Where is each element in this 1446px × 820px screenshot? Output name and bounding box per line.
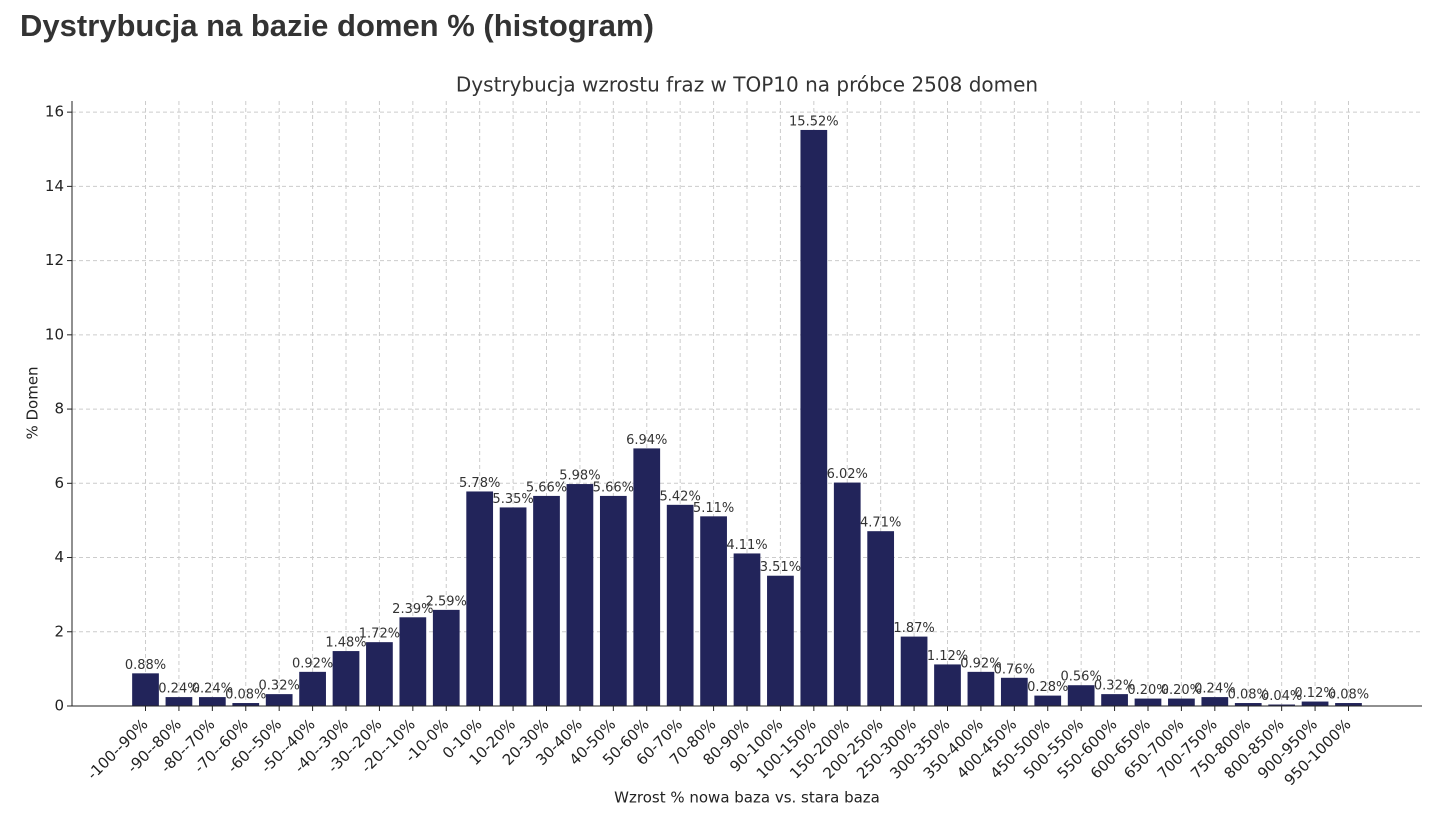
bar xyxy=(432,609,460,706)
bar xyxy=(633,448,661,706)
value-label: 0.04% xyxy=(1261,689,1302,704)
bar xyxy=(1034,695,1062,706)
value-label: 5.42% xyxy=(660,489,701,504)
value-label: 15.52% xyxy=(789,114,839,129)
value-label: 0.92% xyxy=(292,656,333,671)
value-label: 4.11% xyxy=(726,538,767,553)
value-label: 0.76% xyxy=(994,662,1035,677)
bar xyxy=(1101,694,1128,706)
value-label: 3.51% xyxy=(760,560,801,575)
value-label: 1.87% xyxy=(893,621,934,636)
bar xyxy=(1067,685,1095,706)
bar xyxy=(867,531,895,706)
y-tick-label: 16 xyxy=(45,103,64,121)
value-label: 0.08% xyxy=(225,688,266,703)
bar xyxy=(1268,704,1296,706)
value-label: 2.39% xyxy=(392,602,433,617)
value-label: 6.94% xyxy=(626,433,667,448)
bar xyxy=(733,553,761,706)
value-label: 5.35% xyxy=(492,492,533,507)
x-axis-label: Wzrost % nowa baza vs. stara baza xyxy=(614,789,880,807)
value-label: 5.78% xyxy=(459,476,500,491)
bar xyxy=(299,671,326,706)
bar xyxy=(366,642,393,706)
bar xyxy=(1201,697,1229,706)
bar xyxy=(833,482,861,706)
value-label: 5.11% xyxy=(693,501,734,516)
y-tick-label: 6 xyxy=(54,474,64,492)
value-label: 0.56% xyxy=(1061,670,1102,685)
value-label: 0.24% xyxy=(158,682,199,697)
bar xyxy=(700,516,727,706)
bar xyxy=(599,495,627,706)
chart-title: Dystrybucja wzrostu fraz w TOP10 na prób… xyxy=(456,73,1038,97)
y-tick-label: 10 xyxy=(45,325,64,343)
y-tick-label: 12 xyxy=(45,251,64,269)
value-label: 5.66% xyxy=(593,480,634,495)
y-tick-label: 2 xyxy=(54,622,64,640)
bar xyxy=(934,664,961,706)
bar xyxy=(566,484,594,706)
bar xyxy=(1335,703,1362,706)
value-label: 0.08% xyxy=(1228,688,1269,703)
y-tick-label: 0 xyxy=(54,697,64,715)
y-tick-label: 8 xyxy=(54,400,64,418)
bar xyxy=(499,507,527,706)
bar xyxy=(1000,677,1028,706)
bar xyxy=(265,694,293,706)
bar xyxy=(1301,701,1329,706)
value-label: 0.92% xyxy=(960,656,1001,671)
value-label: 0.32% xyxy=(1094,679,1135,694)
y-axis-label: % Domen xyxy=(24,366,42,439)
y-tick-label: 14 xyxy=(45,177,64,195)
bar xyxy=(666,504,694,706)
value-label: 1.48% xyxy=(325,636,366,651)
value-label: 0.20% xyxy=(1127,683,1168,698)
bar xyxy=(132,673,159,706)
bar xyxy=(533,495,560,706)
value-label: 0.08% xyxy=(1328,688,1369,703)
bar xyxy=(165,697,193,706)
bar xyxy=(1234,703,1262,706)
value-label: 0.20% xyxy=(1161,683,1202,698)
bar xyxy=(900,636,928,706)
bar xyxy=(466,491,494,706)
bar xyxy=(967,671,995,706)
value-label: 0.24% xyxy=(1194,682,1235,697)
value-label: 1.72% xyxy=(359,627,400,642)
value-label: 6.02% xyxy=(827,467,868,482)
value-label: 0.32% xyxy=(259,679,300,694)
bar xyxy=(198,697,226,706)
bar xyxy=(800,129,828,706)
bar xyxy=(767,575,794,706)
bar xyxy=(1134,698,1162,706)
y-tick-label: 4 xyxy=(54,548,64,566)
page-title: Dystrybucja na bazie domen % (histogram) xyxy=(20,8,654,43)
bar xyxy=(232,703,260,706)
bar xyxy=(332,651,360,706)
value-label: 2.59% xyxy=(426,594,467,609)
bar xyxy=(1168,698,1195,706)
value-label: 5.98% xyxy=(559,469,600,484)
value-label: 1.12% xyxy=(927,649,968,664)
value-label: 0.24% xyxy=(192,682,233,697)
value-label: 4.71% xyxy=(860,516,901,531)
value-label: 0.28% xyxy=(1027,680,1068,695)
value-label: 0.12% xyxy=(1294,686,1335,701)
bar xyxy=(399,617,427,706)
value-label: 5.66% xyxy=(526,480,567,495)
value-label: 0.88% xyxy=(125,658,166,673)
